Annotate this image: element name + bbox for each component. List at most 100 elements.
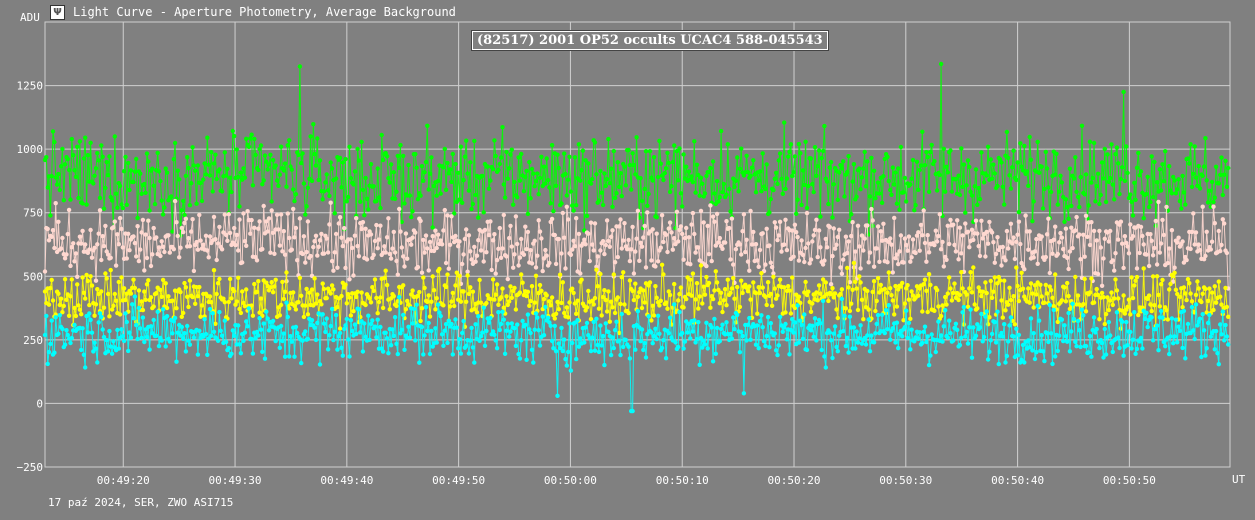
data-point <box>574 356 579 362</box>
data-point <box>941 264 946 269</box>
data-point <box>1030 219 1035 224</box>
data-point <box>549 216 555 222</box>
data-point <box>1189 304 1195 310</box>
data-point <box>1062 323 1067 328</box>
data-point <box>1181 285 1187 290</box>
data-point <box>332 211 337 216</box>
data-point <box>724 219 729 224</box>
data-point <box>898 233 904 238</box>
x-axis-unit-label: UT <box>1232 473 1246 486</box>
data-point <box>803 279 808 285</box>
light-curve-app-icon[interactable]: Ψ <box>50 4 65 20</box>
data-point <box>309 287 315 292</box>
data-point <box>1087 290 1093 295</box>
data-point <box>1108 333 1113 338</box>
data-point <box>755 311 760 316</box>
data-point <box>288 334 293 339</box>
data-point <box>1074 344 1079 349</box>
data-point <box>631 162 637 168</box>
data-point <box>772 176 777 181</box>
data-point <box>965 304 971 309</box>
data-point <box>655 174 661 180</box>
data-point <box>1014 326 1019 331</box>
data-point <box>524 246 529 252</box>
data-point <box>464 138 469 143</box>
data-point <box>76 303 81 308</box>
data-point <box>1083 172 1089 177</box>
data-point <box>739 329 744 335</box>
data-point <box>87 247 92 252</box>
data-point <box>555 152 560 157</box>
data-point <box>655 313 661 318</box>
data-point <box>395 153 400 159</box>
data-point <box>93 278 99 283</box>
data-point <box>222 150 227 155</box>
data-point <box>1103 352 1109 357</box>
data-point <box>992 319 997 325</box>
data-point <box>759 271 764 276</box>
y-tick-label: 250 <box>23 334 43 347</box>
data-point <box>515 322 520 327</box>
data-point <box>508 284 513 289</box>
data-point <box>698 208 704 214</box>
data-point <box>1171 341 1176 346</box>
data-point <box>564 363 569 368</box>
data-point <box>403 307 409 312</box>
data-point <box>866 307 871 312</box>
data-point <box>1077 328 1082 333</box>
data-point <box>1019 270 1024 275</box>
data-point <box>511 202 516 207</box>
data-point <box>706 170 712 175</box>
data-point <box>468 160 473 165</box>
data-point <box>928 282 933 288</box>
data-point <box>906 234 912 239</box>
data-point <box>108 194 113 200</box>
data-point <box>760 231 765 236</box>
data-point <box>383 250 388 255</box>
data-point <box>287 138 292 143</box>
data-point <box>623 183 629 188</box>
data-point <box>552 232 557 238</box>
data-point <box>150 166 155 171</box>
data-point <box>989 176 995 181</box>
data-point <box>226 212 231 217</box>
data-point <box>425 299 430 304</box>
data-point <box>62 342 68 347</box>
data-point <box>877 191 882 196</box>
data-point <box>502 351 508 356</box>
data-point <box>464 299 469 304</box>
data-point <box>343 265 348 271</box>
data-point <box>733 178 739 183</box>
data-point <box>713 351 718 356</box>
data-point <box>953 249 959 254</box>
data-point <box>260 246 265 252</box>
data-point <box>841 159 846 164</box>
data-point <box>846 285 851 290</box>
data-point <box>1036 170 1042 175</box>
data-point <box>419 306 425 311</box>
data-point <box>728 290 733 295</box>
data-point <box>72 259 77 264</box>
data-point <box>1027 345 1032 350</box>
data-point <box>42 332 48 338</box>
data-point <box>242 175 248 180</box>
data-point <box>375 246 380 251</box>
data-point <box>1129 199 1134 204</box>
data-point <box>921 282 926 287</box>
data-point <box>536 328 541 333</box>
data-point <box>748 208 753 214</box>
data-point <box>973 218 979 223</box>
data-point <box>875 224 881 229</box>
data-point <box>865 223 870 228</box>
data-point <box>1087 242 1093 248</box>
data-point <box>520 280 525 285</box>
data-point <box>936 233 941 239</box>
data-point <box>792 222 798 227</box>
data-point <box>217 309 222 315</box>
data-point <box>394 303 399 309</box>
data-point <box>729 216 735 221</box>
data-point <box>476 215 481 220</box>
data-point <box>425 246 430 251</box>
data-point <box>1191 211 1196 216</box>
data-point <box>1034 292 1039 297</box>
